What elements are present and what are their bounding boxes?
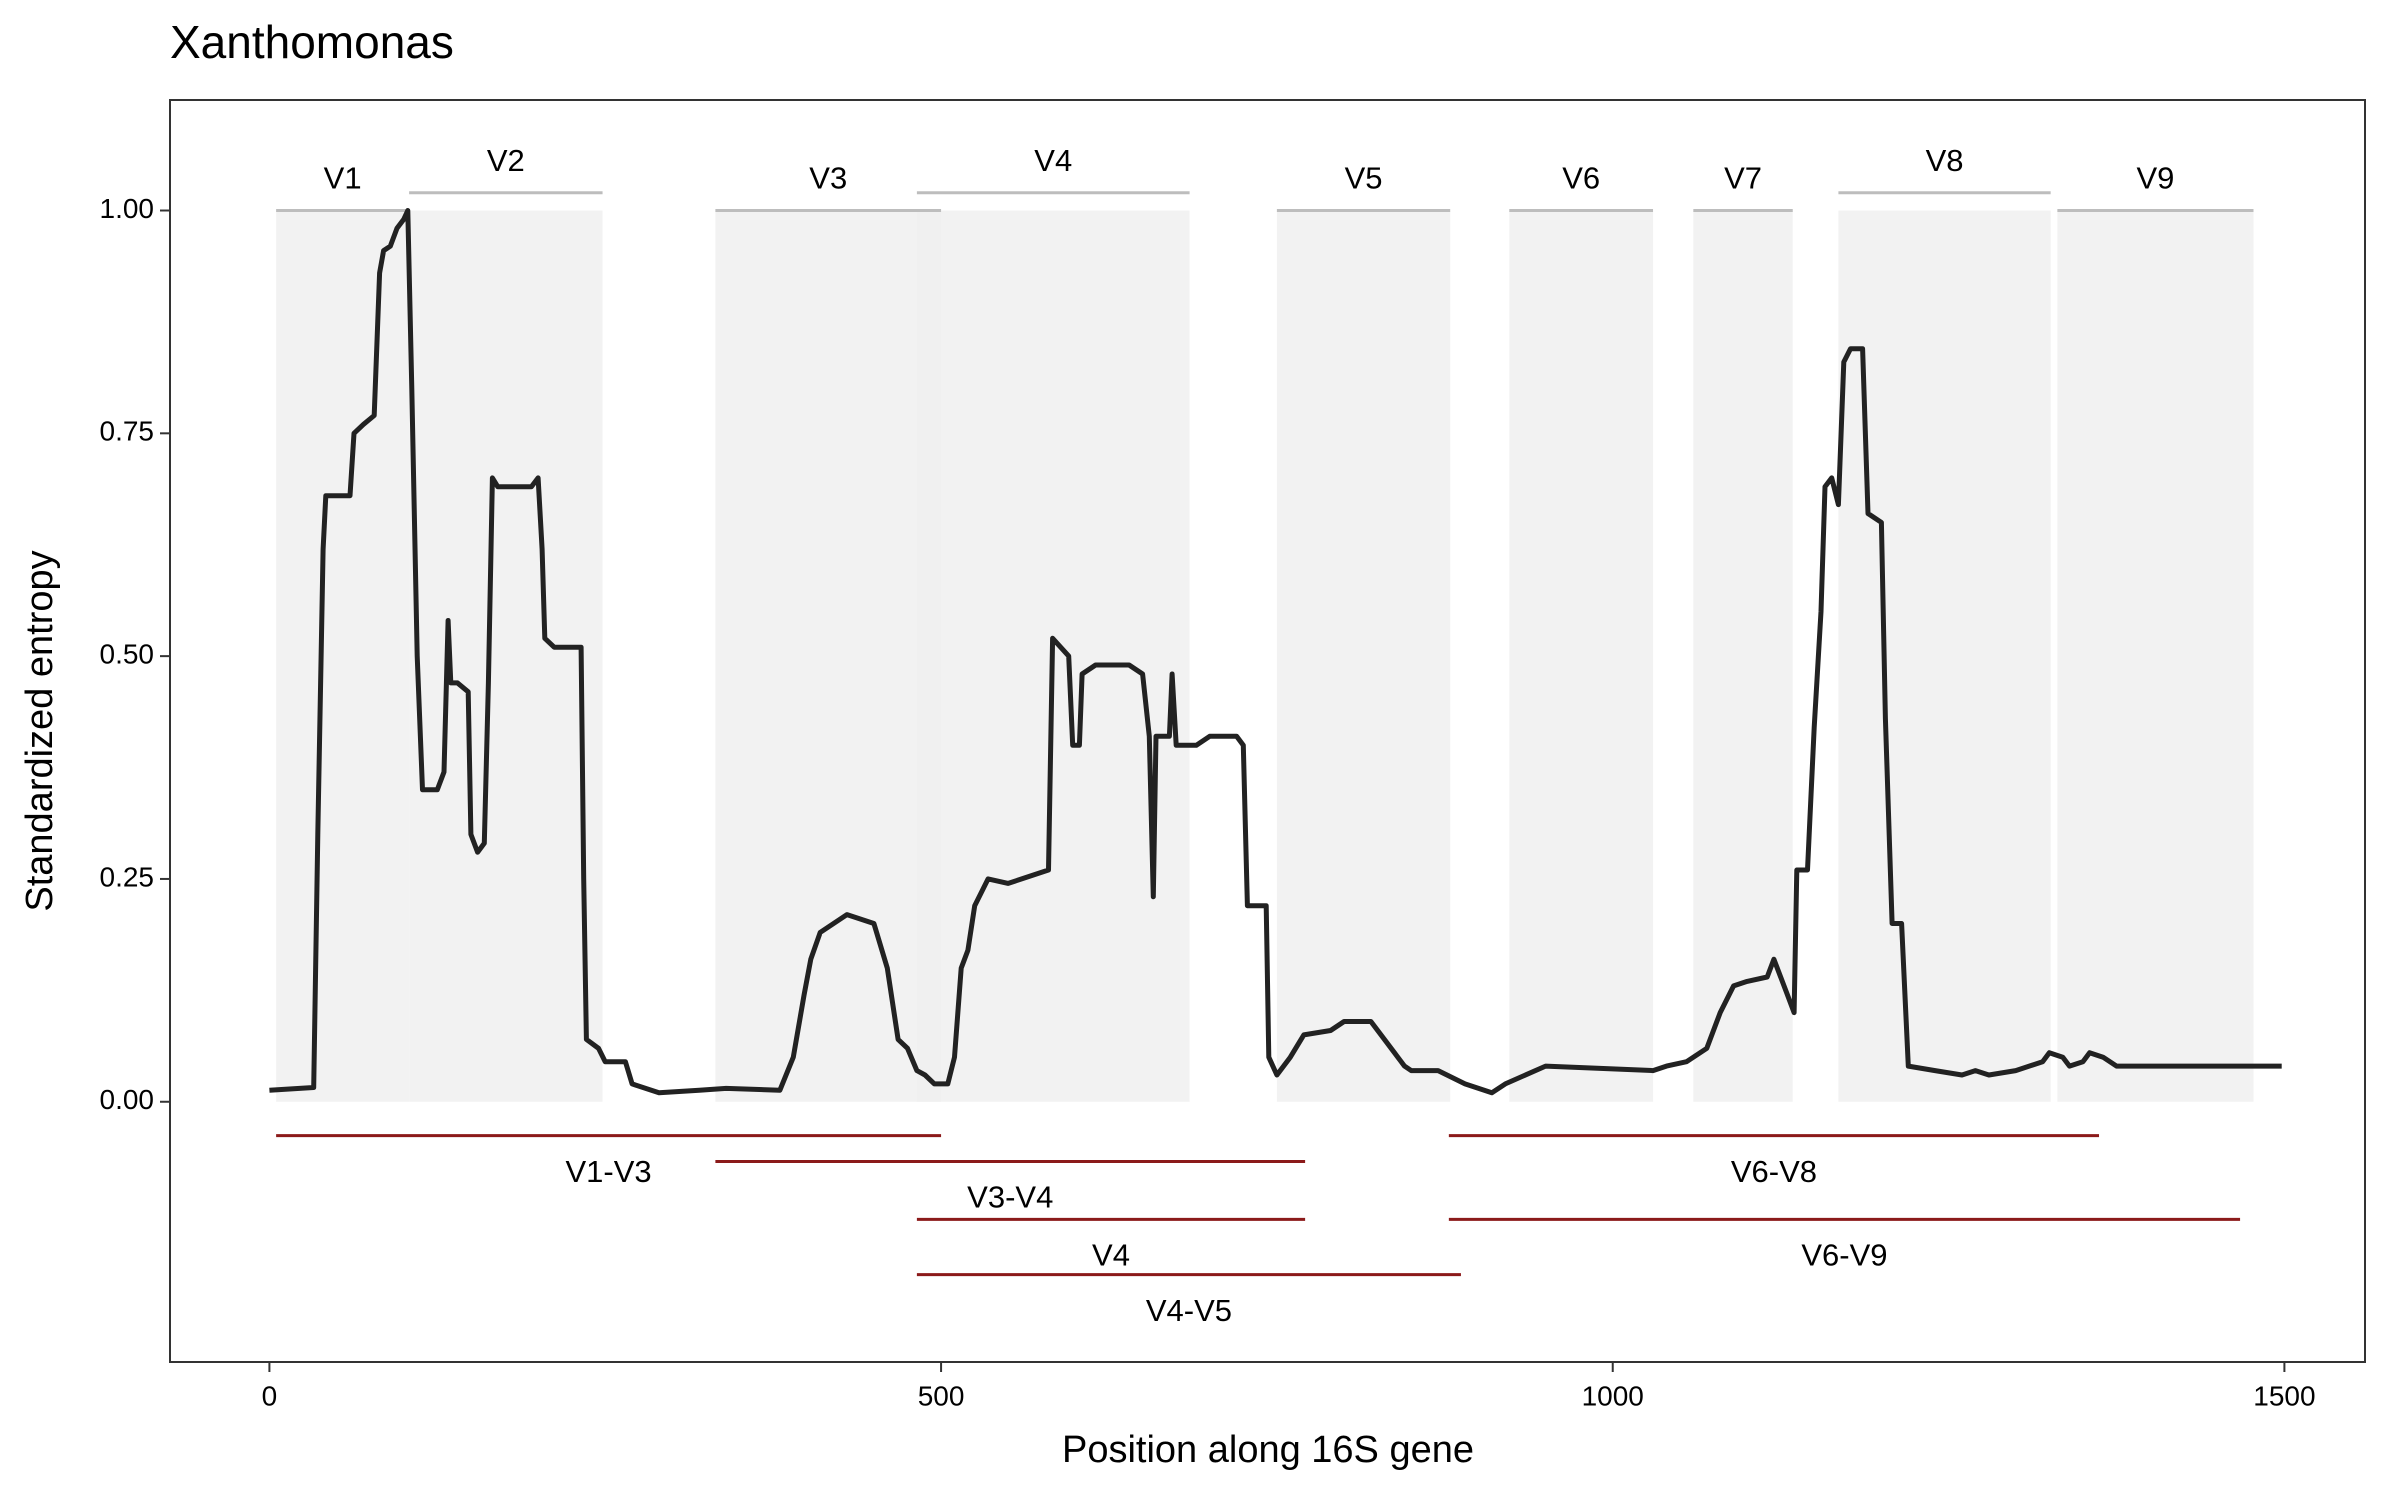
region-shade: [1509, 210, 1654, 1102]
y-tick-label: 0.50: [100, 639, 155, 670]
region-label: V3: [809, 161, 847, 196]
x-tick-label: 1000: [1582, 1380, 1644, 1411]
amplicon-label: V4: [1092, 1238, 1130, 1273]
x-tick-label: 1500: [2253, 1380, 2315, 1411]
region-label: V8: [1926, 143, 1964, 178]
region-shade: [409, 210, 603, 1102]
panel-border: [169, 99, 2366, 1363]
x-tick-label: 500: [918, 1380, 965, 1411]
region-label: V6: [1562, 161, 1600, 196]
amplicon-label: V6-V8: [1731, 1154, 1817, 1189]
y-tick-label: 0.75: [100, 416, 155, 447]
amplicon-label: V4-V5: [1146, 1293, 1232, 1328]
region-label: V2: [487, 143, 525, 178]
region-shade: [1838, 210, 2051, 1102]
amplicon-label: V3-V4: [967, 1180, 1053, 1215]
region-shade: [1276, 210, 1451, 1102]
y-axis-label: Standardized entropy: [19, 550, 61, 911]
x-axis-label: Position along 16S gene: [1062, 1429, 1474, 1471]
amplicon-label: V1-V3: [566, 1154, 652, 1189]
y-tick-label: 0.00: [100, 1084, 155, 1115]
y-tick-label: 1.00: [100, 193, 155, 224]
y-tick-label: 0.25: [100, 861, 155, 892]
region-shade: [2057, 210, 2254, 1102]
region-shade: [276, 210, 410, 1102]
region-label: V9: [2136, 161, 2174, 196]
region-label: V1: [324, 161, 362, 196]
chart-title: Xanthomonas: [170, 16, 454, 68]
region-shade: [715, 210, 942, 1102]
region-label: V5: [1345, 161, 1383, 196]
region-label: V4: [1034, 143, 1072, 178]
region-label: V7: [1724, 161, 1762, 196]
region-shade: [1693, 210, 1793, 1102]
x-tick-label: 0: [262, 1380, 278, 1411]
entropy-line: [269, 208, 2282, 1096]
amplicon-label: V6-V9: [1801, 1238, 1887, 1273]
